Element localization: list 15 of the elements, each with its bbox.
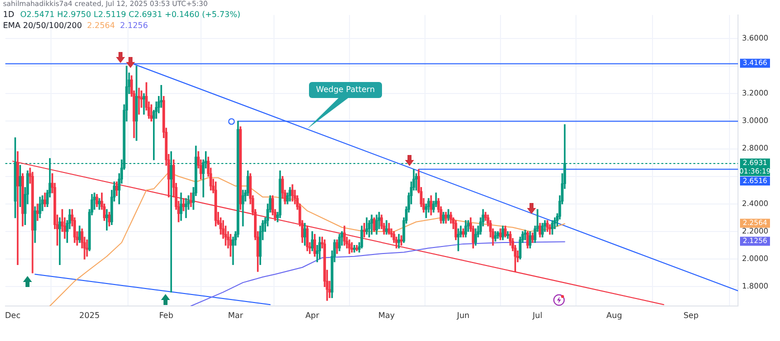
x-tick-label: Aug: [606, 310, 622, 320]
x-tick-label: Mar: [228, 310, 244, 320]
x-tick-label: Jul: [532, 310, 542, 320]
chart-title: 1D: [3, 10, 14, 19]
annotation: O2.5471 H2.9750 L2.5119 C2.6931 +0.1460 (+5.73%): [20, 10, 240, 19]
annotation: 2.2564: [86, 21, 115, 30]
text: EMA 20/50/100/200: [3, 21, 82, 30]
x-tick-label: Jun: [456, 310, 470, 320]
x-tick-label: Feb: [159, 310, 174, 320]
x-tick-label: Sep: [683, 310, 699, 320]
x-tick-label: May: [378, 310, 396, 320]
x-tick-label: Apr: [305, 310, 320, 320]
x-tick-label: Dec: [5, 310, 20, 320]
x-tick-label: 2025: [79, 310, 100, 320]
annotation: 2.1256: [120, 21, 148, 30]
